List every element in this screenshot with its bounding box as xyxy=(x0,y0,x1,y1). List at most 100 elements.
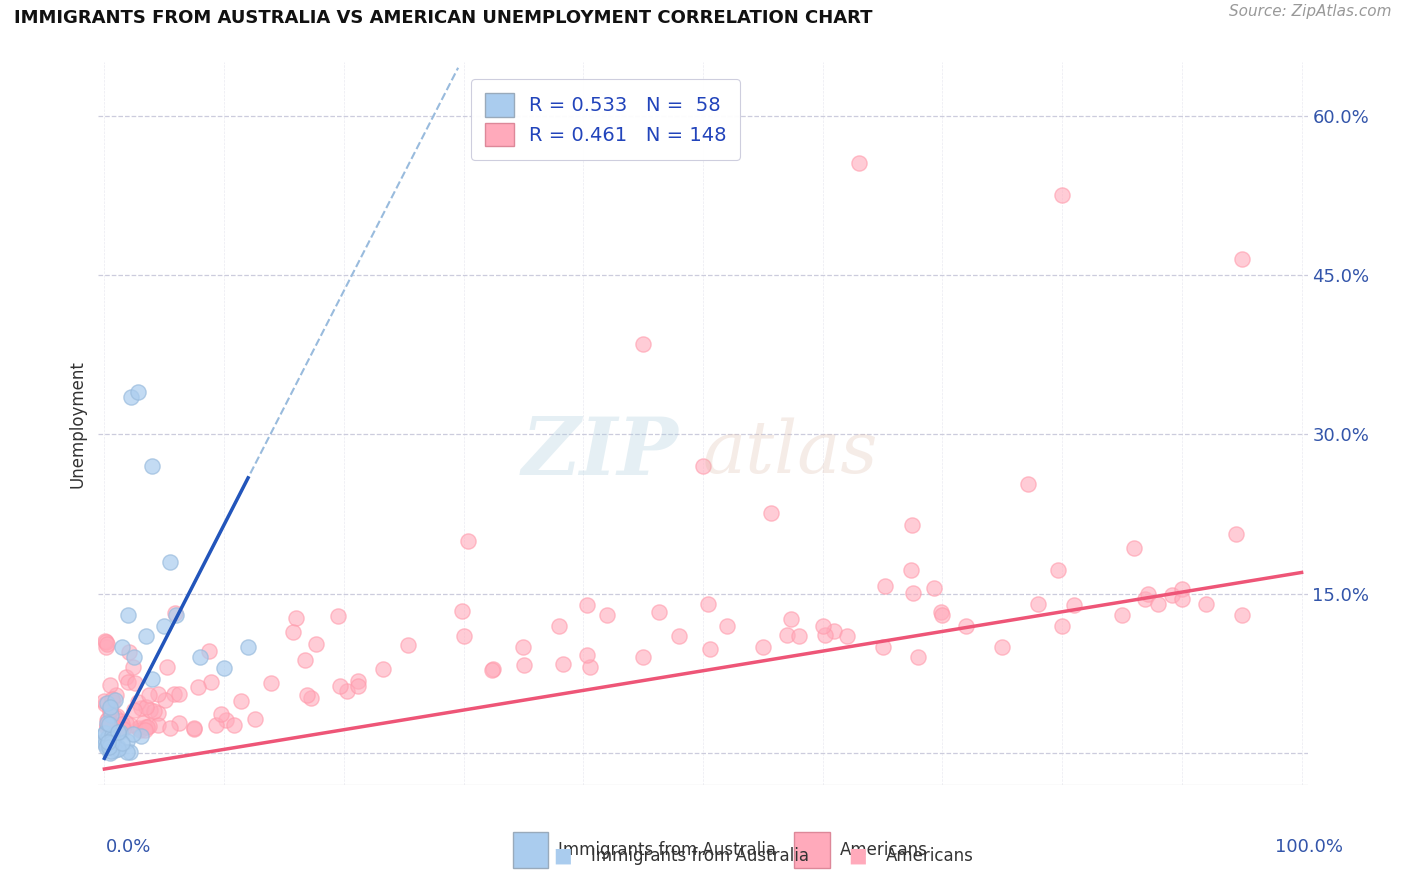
Point xyxy=(922,582,945,596)
Point xyxy=(100,736,122,750)
Point xyxy=(165,607,187,622)
Point xyxy=(97,730,120,744)
Point xyxy=(229,694,252,708)
Point xyxy=(481,662,503,676)
Point xyxy=(117,675,139,690)
Point xyxy=(98,703,121,717)
Point xyxy=(631,650,654,665)
Point xyxy=(97,735,120,749)
Point xyxy=(93,726,115,740)
Point xyxy=(96,637,118,651)
Point xyxy=(94,740,117,755)
Point xyxy=(94,737,117,751)
Point xyxy=(209,707,232,722)
Point xyxy=(294,653,316,667)
Text: Immigrants from Australia: Immigrants from Australia xyxy=(558,841,776,859)
Point xyxy=(1195,598,1218,612)
Point xyxy=(96,719,118,733)
Point xyxy=(115,716,138,731)
Point xyxy=(97,740,120,755)
Point xyxy=(579,660,602,674)
Point xyxy=(285,611,308,625)
Point xyxy=(141,672,163,686)
Point xyxy=(124,650,146,665)
Point xyxy=(100,731,122,746)
Point xyxy=(122,727,145,741)
Point xyxy=(107,741,129,756)
Point xyxy=(955,618,977,632)
Text: ZIP: ZIP xyxy=(522,414,679,491)
Point xyxy=(1230,252,1253,266)
Point xyxy=(299,691,322,706)
Text: IMMIGRANTS FROM AUSTRALIA VS AMERICAN UNEMPLOYMENT CORRELATION CHART: IMMIGRANTS FROM AUSTRALIA VS AMERICAN UN… xyxy=(14,9,873,27)
Point xyxy=(103,695,125,709)
Point xyxy=(139,703,162,717)
Point xyxy=(214,713,236,727)
Point xyxy=(132,716,155,731)
Point xyxy=(117,607,139,622)
Point xyxy=(148,706,170,721)
Point xyxy=(823,624,845,639)
Point xyxy=(153,693,176,707)
Point xyxy=(1225,527,1247,541)
Point xyxy=(872,640,894,654)
Point xyxy=(326,609,349,624)
Point xyxy=(104,723,127,738)
Point xyxy=(127,696,149,710)
Point xyxy=(776,628,799,642)
Point xyxy=(96,721,118,735)
Point xyxy=(93,694,115,708)
Point xyxy=(97,716,120,731)
Point xyxy=(159,721,181,735)
Point xyxy=(699,642,721,657)
Text: ▪: ▪ xyxy=(553,842,572,871)
Point xyxy=(103,722,125,736)
Point xyxy=(104,720,127,734)
Point xyxy=(183,721,205,735)
Point xyxy=(101,739,124,753)
Point xyxy=(347,679,370,693)
Point xyxy=(212,661,235,675)
Point xyxy=(1137,587,1160,601)
Point xyxy=(127,721,149,735)
Point xyxy=(105,688,128,702)
Point xyxy=(118,718,141,732)
Point xyxy=(848,156,870,170)
Point xyxy=(134,720,156,734)
Point xyxy=(146,687,169,701)
Point xyxy=(107,722,129,736)
Point xyxy=(1047,563,1070,577)
Point xyxy=(103,734,125,748)
Point xyxy=(94,732,117,747)
Point xyxy=(153,618,176,632)
Point xyxy=(112,722,135,736)
Point xyxy=(156,660,179,674)
Point xyxy=(93,634,115,648)
Point xyxy=(98,737,121,751)
Point xyxy=(93,697,115,711)
Point xyxy=(236,640,259,654)
Point xyxy=(779,612,801,626)
Point xyxy=(103,720,125,734)
Point xyxy=(100,744,122,758)
Point xyxy=(101,692,124,706)
Point xyxy=(875,578,897,592)
Point xyxy=(752,640,775,654)
Point xyxy=(575,648,598,663)
Point xyxy=(305,637,328,651)
Point xyxy=(163,687,186,701)
Point xyxy=(107,724,129,739)
Point xyxy=(111,736,134,750)
Point xyxy=(111,640,134,654)
Text: 100.0%: 100.0% xyxy=(1275,838,1343,856)
Point xyxy=(110,717,132,731)
Point xyxy=(692,459,714,474)
Point xyxy=(295,689,318,703)
Point xyxy=(101,728,124,742)
Point xyxy=(835,629,858,643)
Point xyxy=(97,712,120,726)
Point xyxy=(1050,188,1073,202)
Point xyxy=(811,618,834,632)
Text: 0.0%: 0.0% xyxy=(105,838,150,856)
Point xyxy=(453,629,475,643)
